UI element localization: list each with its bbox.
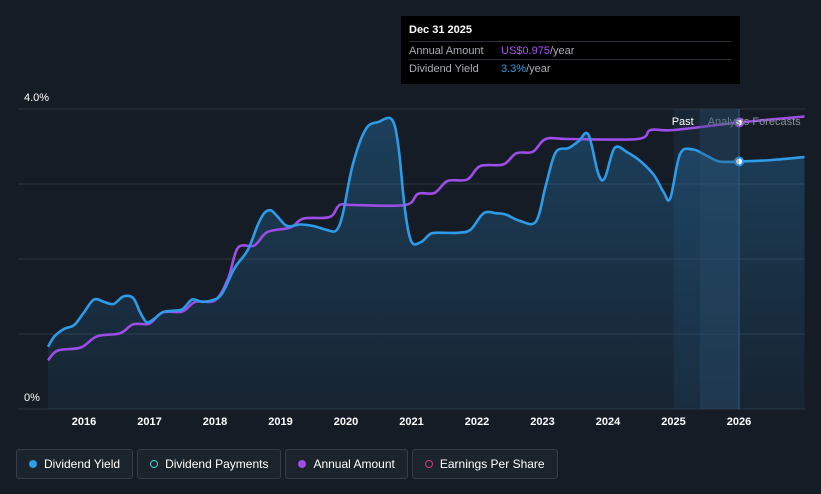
legend-ring-icon bbox=[424, 460, 433, 468]
legend-label: Dividend Yield bbox=[44, 457, 121, 471]
forecast-band-inner bbox=[699, 109, 740, 409]
x-tick-label: 2024 bbox=[596, 416, 621, 428]
tooltip-unit: /year bbox=[549, 45, 575, 57]
x-tick-label: 2026 bbox=[727, 416, 751, 428]
legend-dividend-payments[interactable]: Dividend Payments bbox=[137, 449, 282, 479]
legend-dividend-yield[interactable]: Dividend Yield bbox=[16, 449, 134, 479]
annual-amount-marker bbox=[734, 117, 745, 128]
dividend-yield-marker bbox=[734, 156, 745, 167]
x-tick-label: 2017 bbox=[137, 416, 161, 428]
tooltip-label: Annual Amount bbox=[409, 45, 484, 57]
legend-ring-icon bbox=[150, 460, 159, 468]
x-tick-label: 2023 bbox=[530, 416, 554, 428]
tooltip-value: US$0.975 bbox=[501, 45, 550, 57]
dividend-yield-area bbox=[48, 117, 805, 410]
legend-earnings-per-share[interactable]: Earnings Per Share bbox=[411, 449, 558, 479]
legend: Dividend Yield Dividend Payments Annual … bbox=[16, 449, 558, 481]
x-tick-label: 2025 bbox=[661, 416, 685, 428]
legend-annual-amount[interactable]: Annual Amount bbox=[285, 449, 408, 479]
tooltip-row-dividend-yield: Dividend Yield 3.3%/year bbox=[409, 59, 732, 77]
legend-dot-icon bbox=[29, 460, 37, 468]
tooltip-label: Dividend Yield bbox=[409, 63, 479, 75]
legend-label: Dividend Payments bbox=[165, 457, 269, 471]
dividend-yield-line bbox=[46, 116, 805, 348]
x-tick-label: 2018 bbox=[203, 416, 227, 428]
x-tick-label: 2022 bbox=[465, 416, 489, 428]
tooltip: Dec 31 2025 Annual Amount US$0.975/year D… bbox=[401, 16, 740, 84]
past-label: Past bbox=[672, 116, 694, 128]
annual-amount-line bbox=[46, 115, 805, 362]
tooltip-row-annual-amount: Annual Amount US$0.975/year bbox=[409, 41, 732, 59]
x-tick-label: 2021 bbox=[399, 416, 423, 428]
y-tick-top: 4.0% bbox=[24, 92, 49, 104]
tooltip-unit: /year bbox=[526, 63, 551, 75]
x-tick-label: 2019 bbox=[268, 416, 292, 428]
legend-label: Annual Amount bbox=[313, 457, 395, 471]
y-tick-bottom: 0% bbox=[24, 392, 40, 404]
forecast-label: Analysts Forecasts bbox=[708, 116, 801, 128]
x-tick-label: 2020 bbox=[334, 416, 358, 428]
x-tick-label: 2016 bbox=[72, 416, 96, 428]
tooltip-value: 3.3% bbox=[501, 63, 527, 75]
legend-label: Earnings Per Share bbox=[439, 457, 545, 471]
tooltip-date: Dec 31 2025 bbox=[409, 24, 472, 36]
legend-dot-icon bbox=[298, 460, 307, 468]
x-axis: 2016 2017 2018 2019 2020 2021 2022 2023 2024 2025… bbox=[72, 416, 751, 428]
